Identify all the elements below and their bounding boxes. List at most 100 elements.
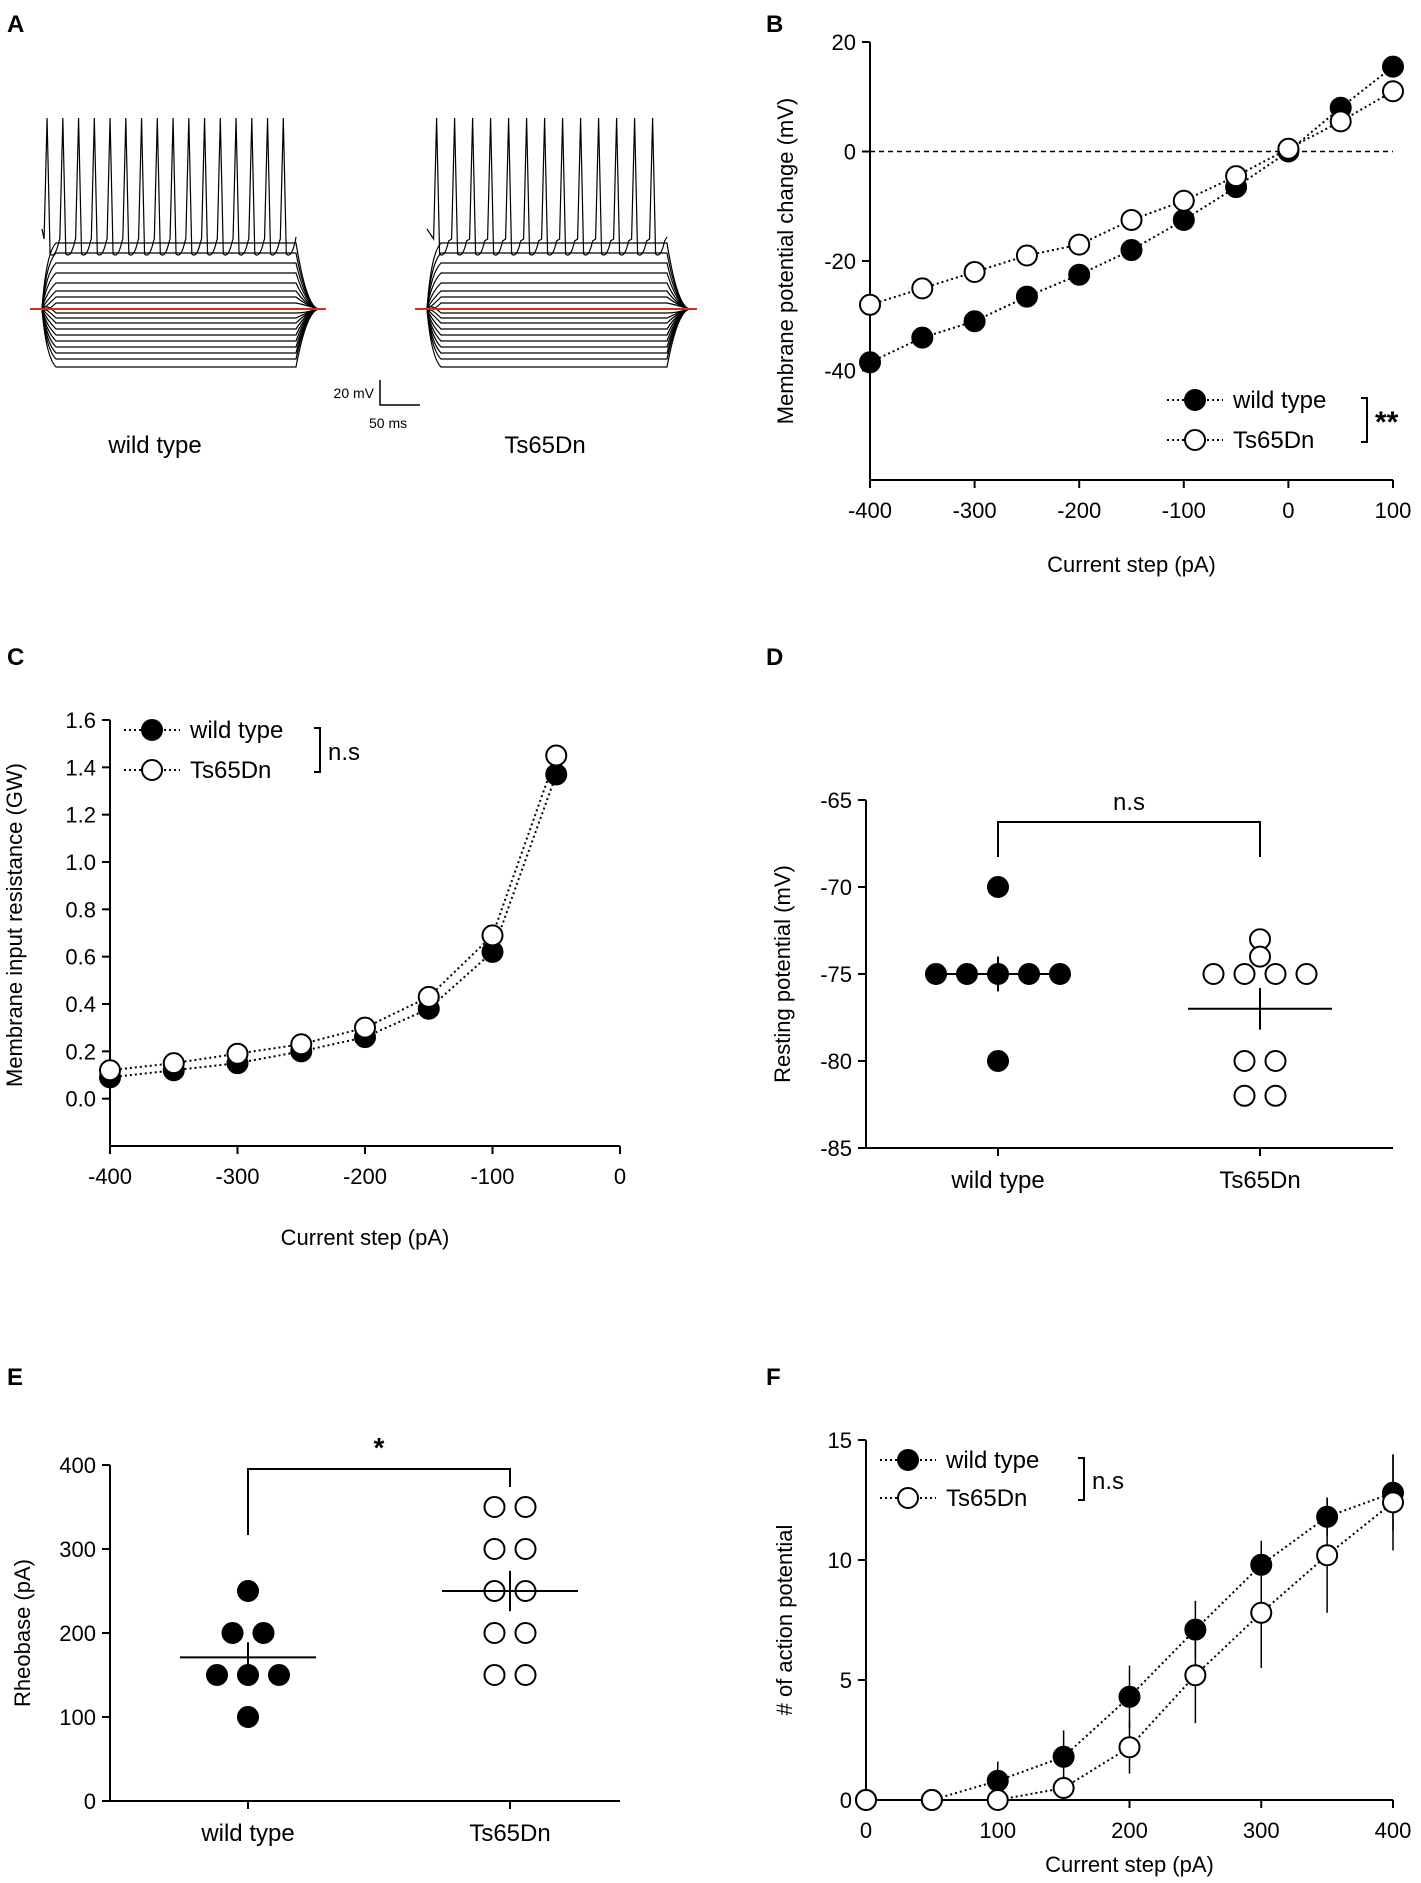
y-axis-label: Membrane potential change (mV) (773, 98, 798, 425)
voltage-step-trace (415, 282, 697, 310)
panel-a-traces: 20 mV 50 ms wild type Ts65Dn (30, 117, 697, 459)
data-point-ts65dn (1277, 137, 1300, 160)
panel-letter-f: F (766, 1364, 781, 1391)
x-tick-label: 100 (979, 1818, 1016, 1843)
data-point-ts65dn (417, 985, 440, 1008)
group-ts65dn (442, 1496, 578, 1686)
legend-label: Ts65Dn (190, 757, 271, 784)
significance-bracket (1361, 397, 1368, 443)
significance-label: n.s (1092, 1468, 1124, 1495)
data-point-ts65dn (963, 260, 986, 283)
data-point (1264, 963, 1287, 985)
data-point-ts65dn (99, 1059, 121, 1082)
voltage-step-trace (30, 282, 326, 310)
data-point (1249, 945, 1271, 968)
panel-letter-d: D (766, 644, 783, 671)
voltage-step-trace (30, 308, 326, 342)
x-axis-label: Current step (pA) (1047, 552, 1216, 577)
wild-type-voltage-traces (30, 117, 326, 368)
data-point-ts65dn (545, 744, 568, 767)
y-tick-label: -85 (820, 1136, 852, 1161)
y-tick-label: 200 (59, 1621, 96, 1646)
x-tick-label: 400 (1375, 1818, 1412, 1843)
data-point (514, 1622, 537, 1644)
panel-b-chart: Membrane potential change (mV) Current st… (773, 30, 1411, 577)
y-tick-label: 1.4 (65, 755, 96, 780)
scale-bar-time-label: 50 ms (369, 415, 407, 431)
legend-label: wild type (1232, 387, 1326, 414)
data-point-wild-type (1184, 1618, 1207, 1641)
data-point-ts65dn (162, 1052, 185, 1075)
data-point-ts65dn (1382, 1491, 1404, 1514)
scale-bar-voltage-label: 20 mV (334, 385, 375, 401)
voltage-step-trace (30, 308, 326, 360)
group-wild-type (925, 876, 1071, 1072)
scale-bar-lines (379, 380, 420, 406)
x-tick-label: 0 (614, 1164, 626, 1189)
y-tick-label: 300 (59, 1537, 96, 1562)
data-point (221, 1622, 244, 1644)
legend-marker (141, 719, 163, 741)
significance-bracket (997, 821, 1261, 857)
data-point (514, 1538, 537, 1560)
group-wild-type (180, 1580, 316, 1728)
legend-marker (897, 1449, 919, 1471)
data-point (1233, 1084, 1256, 1107)
data-point (1295, 963, 1318, 985)
data-point-wild-type (911, 326, 934, 349)
y-axis-label: Resting potential (mV) (770, 865, 795, 1083)
data-point (987, 1050, 1009, 1072)
data-point-ts65dn (354, 1016, 376, 1039)
legend-marker (141, 759, 163, 781)
data-point-ts65dn (1052, 1777, 1075, 1799)
data-point-wild-type (1015, 285, 1038, 308)
x-tick-label: -400 (848, 498, 892, 523)
data-point-wild-type (1118, 1685, 1141, 1708)
data-point (483, 1664, 506, 1686)
data-point-ts65dn (1184, 1664, 1207, 1687)
y-tick-label: 0 (840, 1788, 852, 1813)
significance-bracket (1078, 1457, 1085, 1501)
series-line (109, 774, 558, 1079)
data-point-ts65dn (1172, 189, 1195, 212)
significance-label: ** (1375, 406, 1399, 439)
legend-marker (1184, 389, 1206, 411)
significance-label: n.s (1113, 789, 1145, 816)
y-tick-label: 20 (832, 30, 856, 55)
x-category-label: Ts65Dn (1219, 1167, 1300, 1194)
data-point-wild-type (1068, 263, 1091, 286)
x-tick-label: -400 (88, 1164, 132, 1189)
y-tick-label: 0.6 (65, 945, 96, 970)
data-point (1233, 1050, 1256, 1072)
scale-bar: 20 mV 50 ms (334, 380, 420, 431)
y-axis-label: # of action potential (772, 1525, 797, 1716)
x-category-label: Ts65Dn (469, 1820, 550, 1847)
voltage-step-trace (415, 262, 697, 310)
data-point (1264, 1084, 1287, 1107)
x-tick-label: -300 (953, 498, 997, 523)
series-ts65dn (109, 755, 558, 1072)
trace-label-ts65dn: Ts65Dn (504, 432, 585, 459)
significance-bracket (314, 727, 321, 773)
data-point-wild-type (1382, 55, 1404, 78)
data-point-wild-type (1052, 1745, 1075, 1768)
x-category-label: wild type (200, 1820, 294, 1847)
data-point-ts65dn (986, 1789, 1009, 1811)
x-tick-label: 0 (1282, 498, 1294, 523)
data-point-wild-type (1316, 1505, 1339, 1528)
y-tick-label: 0.0 (65, 1087, 96, 1112)
data-point-ts65dn (1329, 110, 1352, 133)
data-point-ts65dn (1316, 1544, 1339, 1567)
data-point-ts65dn (1068, 233, 1091, 256)
legend-marker (1184, 429, 1206, 451)
series-ts65dn (869, 90, 1394, 306)
panel-d-chart: Resting potential (mV) -85 -80 -75 -70 -65 wil… (770, 788, 1393, 1194)
y-tick-label: 10 (828, 1548, 852, 1573)
y-tick-label: 400 (59, 1453, 96, 1478)
spiking-trace (426, 117, 668, 256)
y-tick-label: 0.8 (65, 897, 96, 922)
data-point (483, 1622, 506, 1644)
data-point-wild-type (545, 763, 568, 786)
panel-letter-e: E (7, 1364, 23, 1391)
x-tick-label: 100 (1375, 498, 1412, 523)
